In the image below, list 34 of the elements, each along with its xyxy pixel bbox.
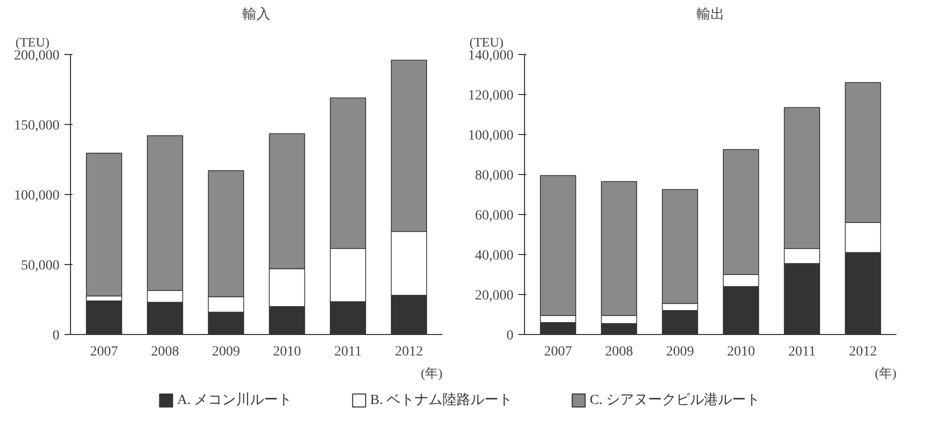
legend-label: C. シアヌークビル港ルート bbox=[590, 392, 760, 408]
x-axis-title: (年) bbox=[874, 366, 897, 380]
chart-title: 輸入 bbox=[242, 6, 270, 22]
x-tick-label: 2007 bbox=[90, 344, 118, 360]
y-tick-label: 200,000 bbox=[14, 48, 60, 64]
y-tick-label: 100,000 bbox=[14, 188, 60, 204]
y-tick-label: 150,000 bbox=[14, 118, 60, 134]
y-axis-title: (TEU) bbox=[470, 34, 504, 50]
chart-title: 輸出 bbox=[696, 6, 724, 22]
x-tick-label: 2010 bbox=[726, 344, 755, 360]
x-tick-label: 2009 bbox=[212, 344, 240, 360]
x-tick-label: 2011 bbox=[788, 344, 816, 360]
y-tick-label: 50,000 bbox=[21, 258, 60, 274]
y-tick-label: 80,000 bbox=[475, 168, 514, 184]
x-tick-label: 2012 bbox=[394, 344, 423, 360]
x-tick-label: 2007 bbox=[544, 344, 572, 360]
x-tick-label: 2008 bbox=[151, 344, 180, 360]
y-tick-label: 100,000 bbox=[468, 128, 514, 144]
legend-label: A. メコン川ルート bbox=[177, 392, 292, 408]
legend-label: B. ベトナム陸路ルート bbox=[370, 392, 512, 408]
y-tick-label: 140,000 bbox=[468, 48, 514, 64]
y-tick-label: 60,000 bbox=[475, 208, 514, 224]
y-tick-label: 20,000 bbox=[475, 288, 514, 304]
y-axis-title: (TEU) bbox=[16, 34, 50, 50]
x-tick-label: 2010 bbox=[272, 344, 301, 360]
x-tick-label: 2012 bbox=[848, 344, 877, 360]
x-tick-label: 2008 bbox=[605, 344, 634, 360]
x-axis-title: (年) bbox=[420, 366, 443, 380]
y-tick-label: 40,000 bbox=[475, 248, 514, 264]
x-tick-label: 2009 bbox=[666, 344, 694, 360]
x-tick-label: 2011 bbox=[334, 344, 362, 360]
y-tick-label: 120,000 bbox=[468, 88, 514, 104]
y-tick-label: 0 bbox=[506, 328, 514, 344]
y-tick-label: 0 bbox=[52, 328, 60, 344]
